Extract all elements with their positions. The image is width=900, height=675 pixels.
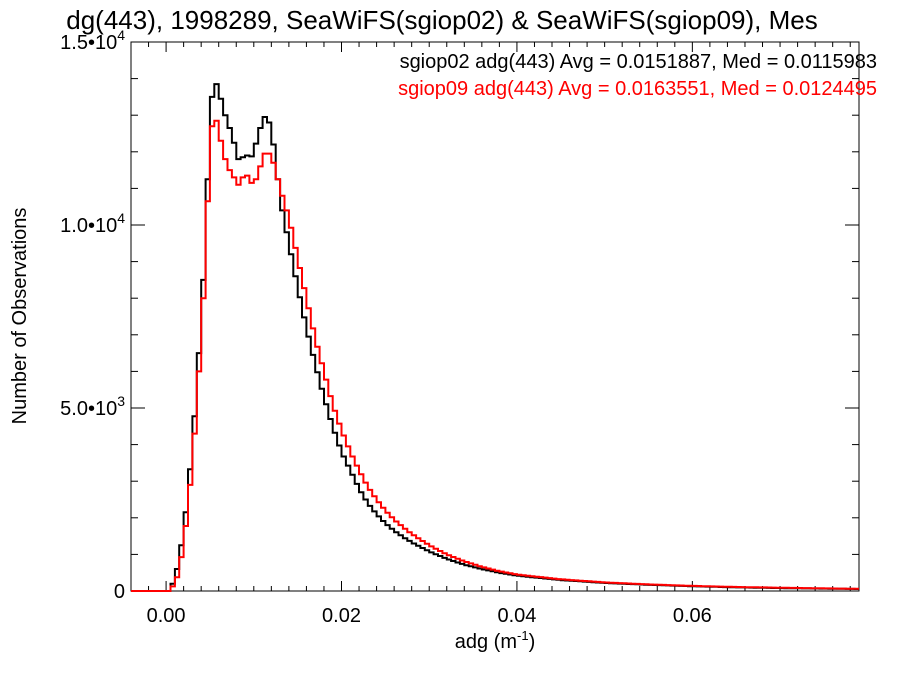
series-line-sgiop09 bbox=[131, 119, 859, 592]
legend-entry-sgiop09: sgiop09 adg(443) Avg = 0.0163551, Med = … bbox=[398, 78, 877, 100]
x-tick-label: 0.06 bbox=[673, 605, 712, 627]
x-axis: 0.00 0.02 0.04 0.06 bbox=[147, 42, 851, 627]
y-tick-label: 1.0•104 bbox=[60, 210, 125, 237]
series-line-sgiop02 bbox=[131, 83, 859, 592]
legend: sgiop02 adg(443) Avg = 0.0151887, Med = … bbox=[398, 51, 877, 100]
x-tick-label: 0.04 bbox=[497, 605, 536, 627]
x-tick-label: 0.02 bbox=[322, 605, 361, 627]
legend-entry-sgiop02: sgiop02 adg(443) Avg = 0.0151887, Med = … bbox=[400, 51, 877, 73]
y-axis-label: Number of Observations bbox=[9, 208, 31, 425]
x-tick-label: 0.00 bbox=[147, 605, 186, 627]
y-tick-label: 1.5•104 bbox=[60, 27, 125, 54]
y-tick-label: 0 bbox=[114, 581, 125, 603]
series-layer bbox=[131, 83, 859, 592]
chart-title: dg(443), 1998289, SeaWiFS(sgiop02) & Sea… bbox=[66, 5, 817, 35]
y-tick-label: 5.0•103 bbox=[60, 393, 125, 420]
x-axis-label: adg (m-1) bbox=[455, 628, 535, 653]
plot-frame bbox=[130, 41, 860, 592]
y-axis: 0 5.0•103 1.0•104 1.5•104 bbox=[60, 27, 859, 603]
